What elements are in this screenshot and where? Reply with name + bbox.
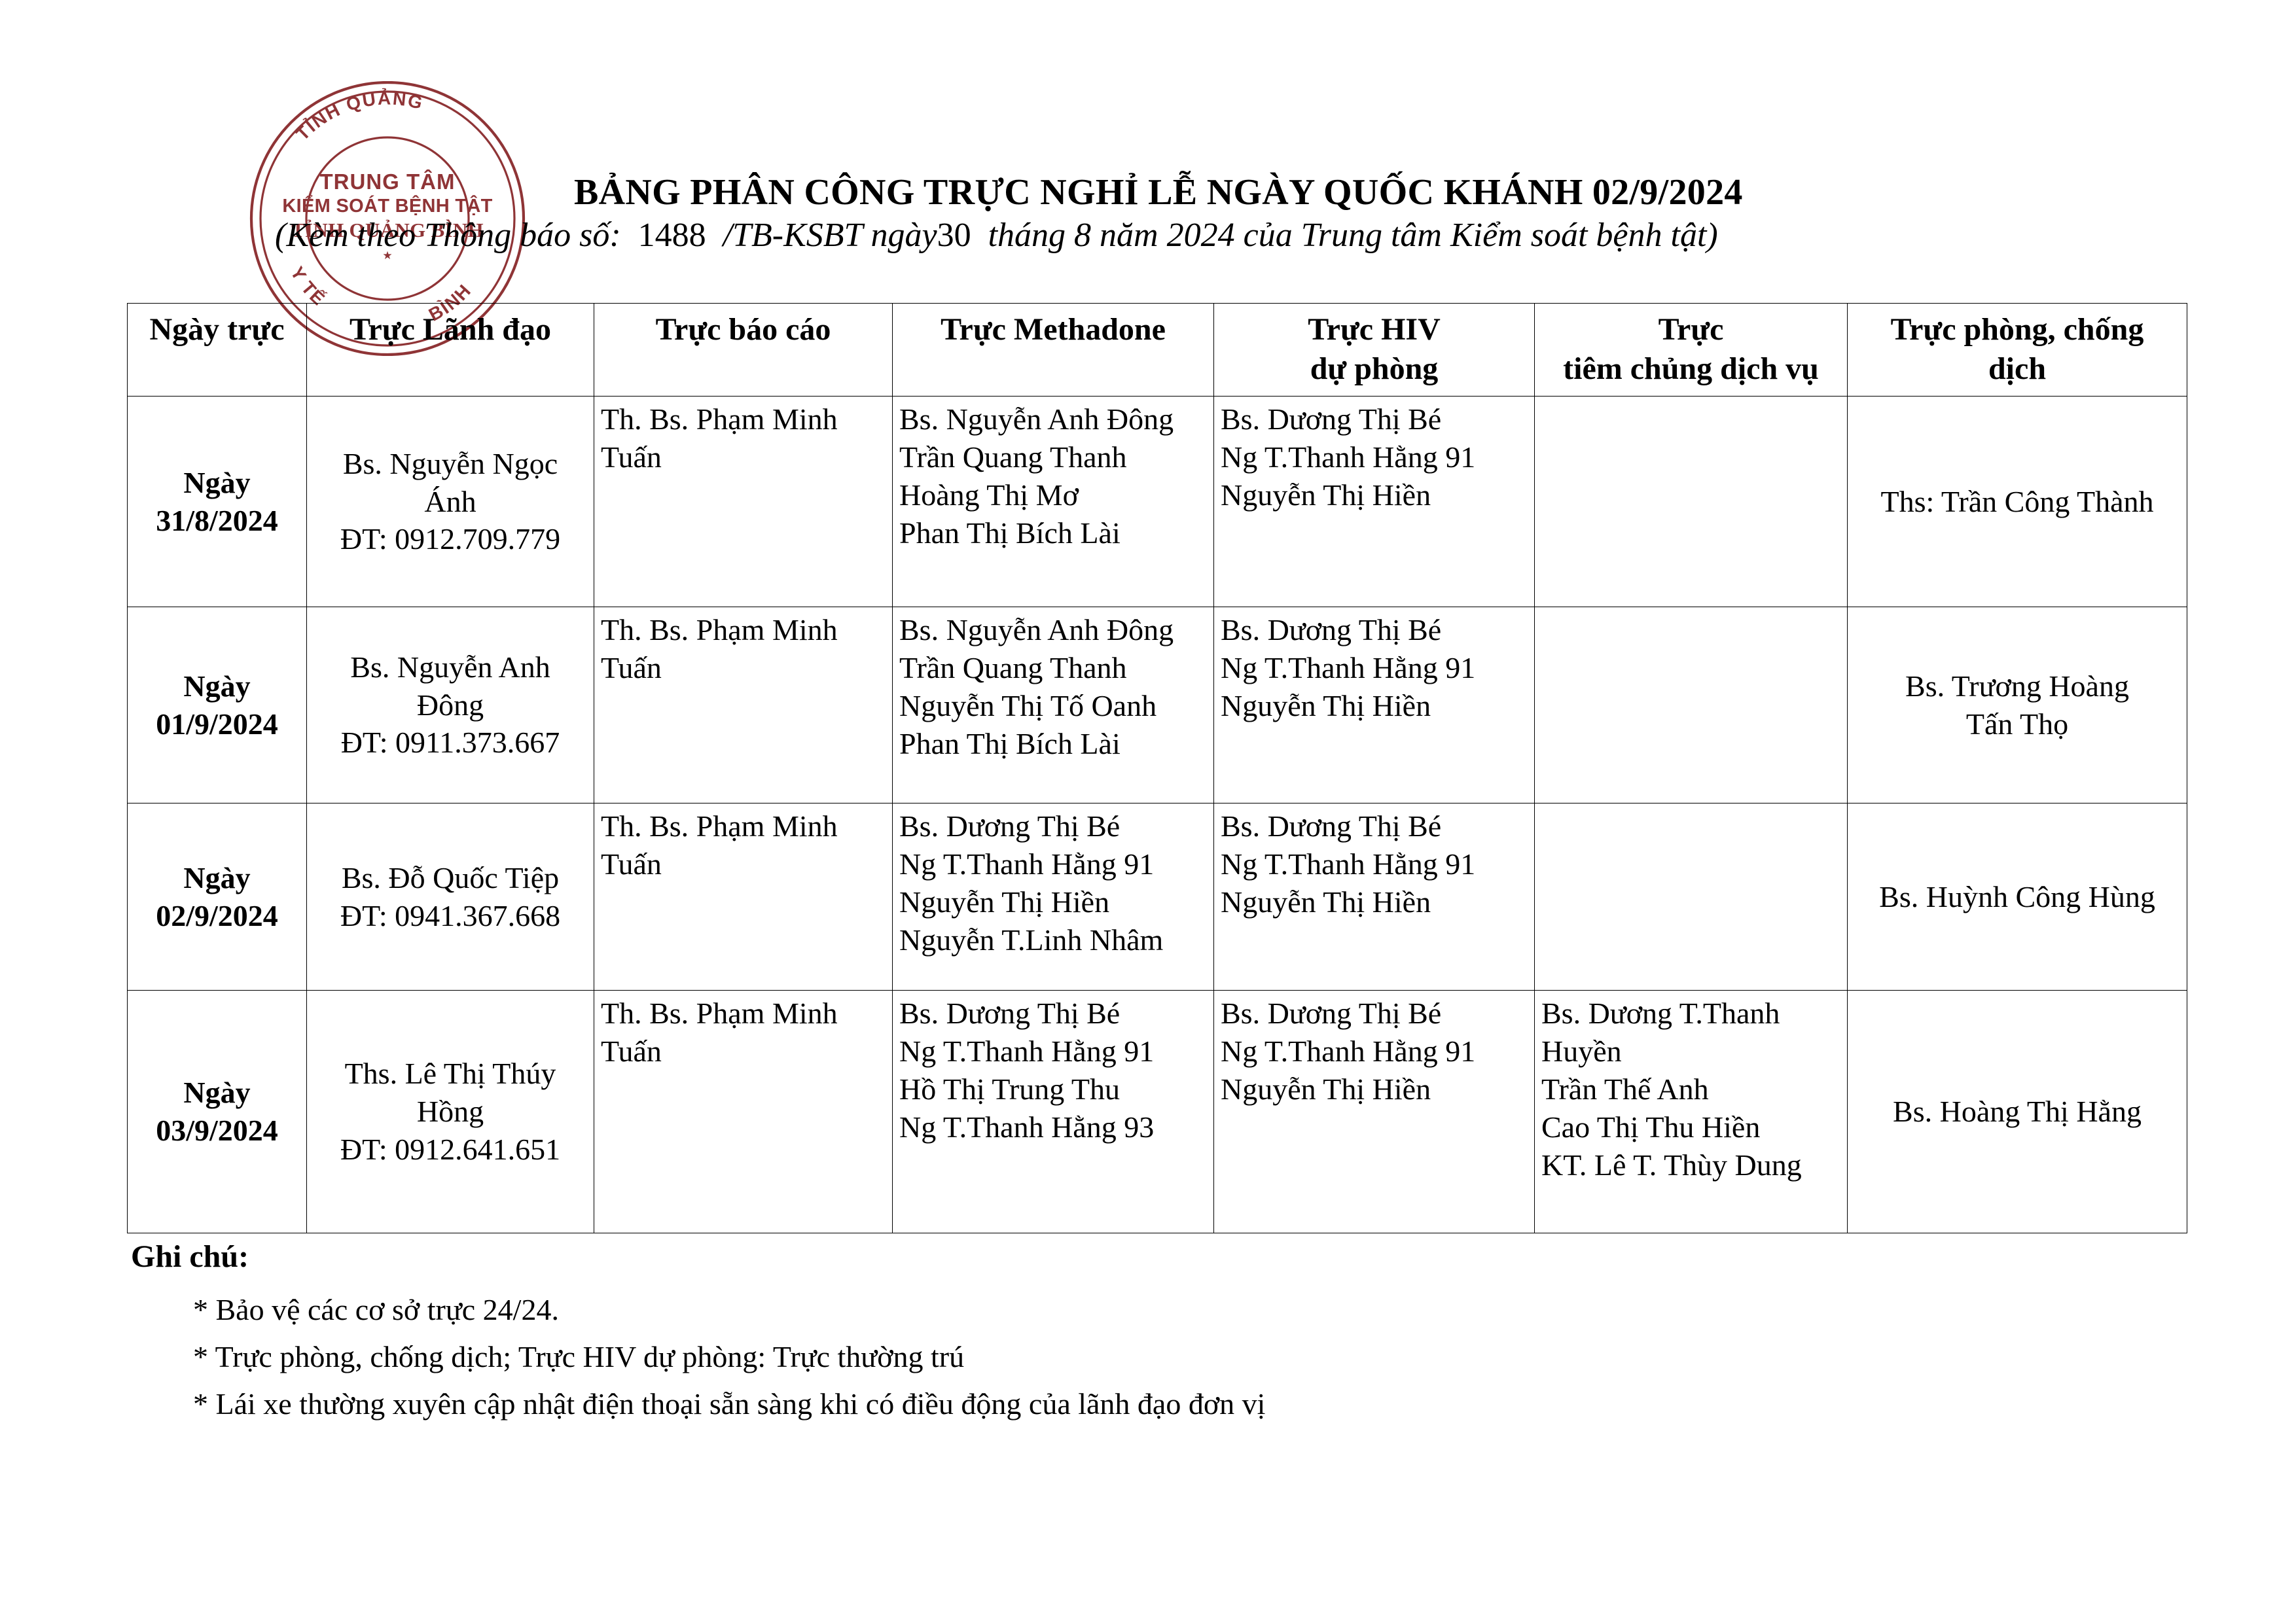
svg-text:TỈNH QUẢNG: TỈNH QUẢNG	[292, 88, 425, 145]
svg-text:TRUNG TÂM: TRUNG TÂM	[320, 169, 456, 194]
svg-text:KIỂM SOÁT BỆNH TẬT: KIỂM SOÁT BỆNH TẬT	[282, 194, 492, 217]
